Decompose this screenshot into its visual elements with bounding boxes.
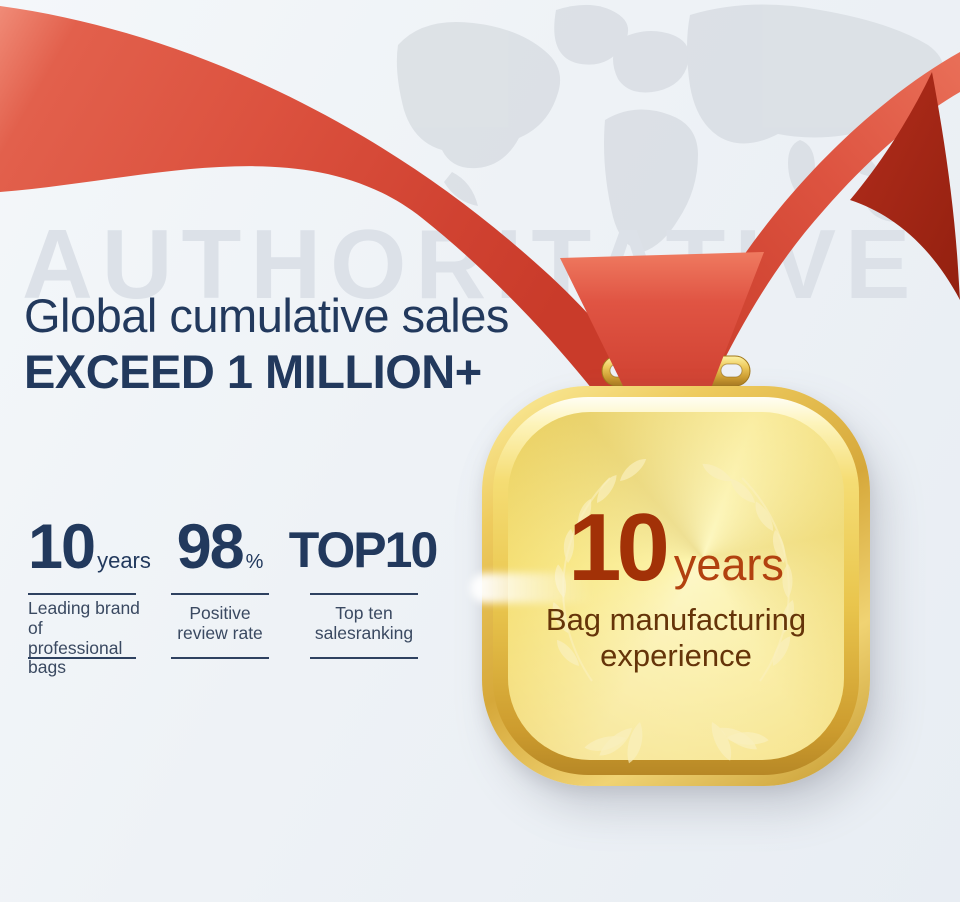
divider-line (171, 657, 269, 659)
stat-unit: years (97, 548, 151, 573)
heading-line2: EXCEED 1 MILLION+ (24, 345, 482, 398)
divider-line (310, 593, 418, 595)
heading-line1: Global cumulative sales (24, 289, 509, 342)
divider-line (310, 657, 418, 659)
stat-description: Top ten salesranking (314, 603, 414, 643)
stat-number: 10 years (28, 512, 151, 582)
medal-unit: years (673, 539, 784, 591)
divider-line (28, 593, 136, 595)
medal-text: 10 years Bag manufacturing experience (508, 412, 844, 761)
medal-caption: Bag manufacturing experience (545, 602, 807, 673)
stat-description: Positive review rate (177, 603, 263, 643)
ribbon-front-fold (560, 252, 764, 396)
medal-number: 10 years (568, 500, 784, 596)
stats-row: 10 years Leading brand of professional b… (0, 512, 470, 677)
stat-unit: % (245, 551, 264, 573)
ribbon-left-strand (0, 6, 646, 399)
stat-number: TOP10 (288, 516, 440, 575)
medal-glare-highlight (470, 573, 620, 603)
stat-review-rate: 98 % Positive review rate (162, 516, 278, 664)
stat-description: Leading brand of professional bags (28, 598, 140, 678)
stat-number: 98 % (162, 516, 278, 579)
stat-value: 98 (176, 512, 245, 582)
stat-value: TOP10 (288, 522, 438, 578)
medal-value: 10 (568, 494, 670, 602)
stat-value: 10 (28, 512, 96, 582)
divider-line (28, 657, 136, 659)
gold-medal: 10 years Bag manufacturing experience (470, 354, 870, 787)
stat-years: 10 years Leading brand of professional b… (28, 512, 151, 677)
hoop-hole-right (720, 363, 743, 378)
ribbon-right-fold (850, 72, 960, 300)
divider-line (171, 593, 269, 595)
stat-sales-ranking: TOP10 Top ten salesranking (288, 516, 440, 664)
